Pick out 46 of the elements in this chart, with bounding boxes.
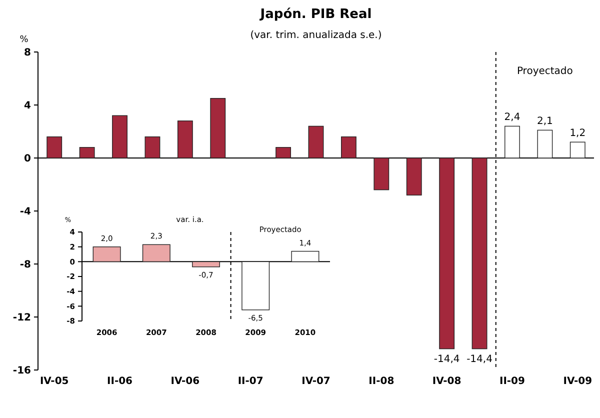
y-tick-label: 8	[24, 48, 32, 58]
x-tick-label: II-08	[368, 376, 394, 387]
data-label: -14,4	[466, 354, 492, 365]
x-tick-label: IV-09	[563, 376, 592, 387]
x-tick-label: IV-07	[302, 376, 330, 387]
y-tick-label: -8	[20, 260, 32, 270]
bar	[242, 261, 270, 310]
x-tick-label: IV-06	[170, 376, 200, 387]
bar	[142, 244, 170, 262]
bar	[92, 246, 121, 262]
data-label: 2,1	[536, 116, 553, 128]
y-tick-label: 0	[24, 154, 32, 164]
x-tick-label: IV-08	[432, 376, 462, 387]
data-label: -14,4	[434, 354, 460, 365]
x-tick-label: II-09	[499, 376, 526, 387]
x-tick-label: II-06	[107, 376, 133, 387]
bar	[472, 158, 488, 350]
y-axis-title: %	[20, 35, 29, 45]
bar	[340, 136, 356, 158]
bar	[374, 158, 390, 190]
bar	[291, 250, 320, 262]
data-label: 1,2	[570, 128, 586, 140]
x-tick-label: II-07	[238, 376, 264, 387]
bar	[439, 158, 455, 350]
bar	[144, 136, 160, 158]
bar	[177, 120, 193, 158]
bar	[210, 98, 226, 158]
bar	[192, 261, 220, 268]
y-tick-label: -12	[12, 312, 32, 324]
ref-line-label: Proyectado	[516, 66, 573, 77]
y-tick-label: 4	[24, 100, 32, 112]
bar	[406, 158, 422, 196]
y-tick-label: -16	[12, 366, 32, 376]
chart-subtitle: (var. trim. anualizada s.e.)	[250, 30, 382, 41]
bar	[504, 126, 520, 158]
bar	[537, 130, 553, 158]
x-tick-label: IV-05	[40, 376, 69, 387]
bar	[112, 115, 128, 158]
bar	[570, 142, 586, 158]
bar	[46, 136, 62, 158]
bar	[276, 147, 292, 158]
bar	[79, 147, 95, 158]
data-label: 2,4	[504, 112, 520, 124]
y-tick-label: -4	[20, 206, 32, 218]
chart-title: Japón. PIB Real	[259, 7, 372, 22]
bar	[308, 126, 324, 158]
